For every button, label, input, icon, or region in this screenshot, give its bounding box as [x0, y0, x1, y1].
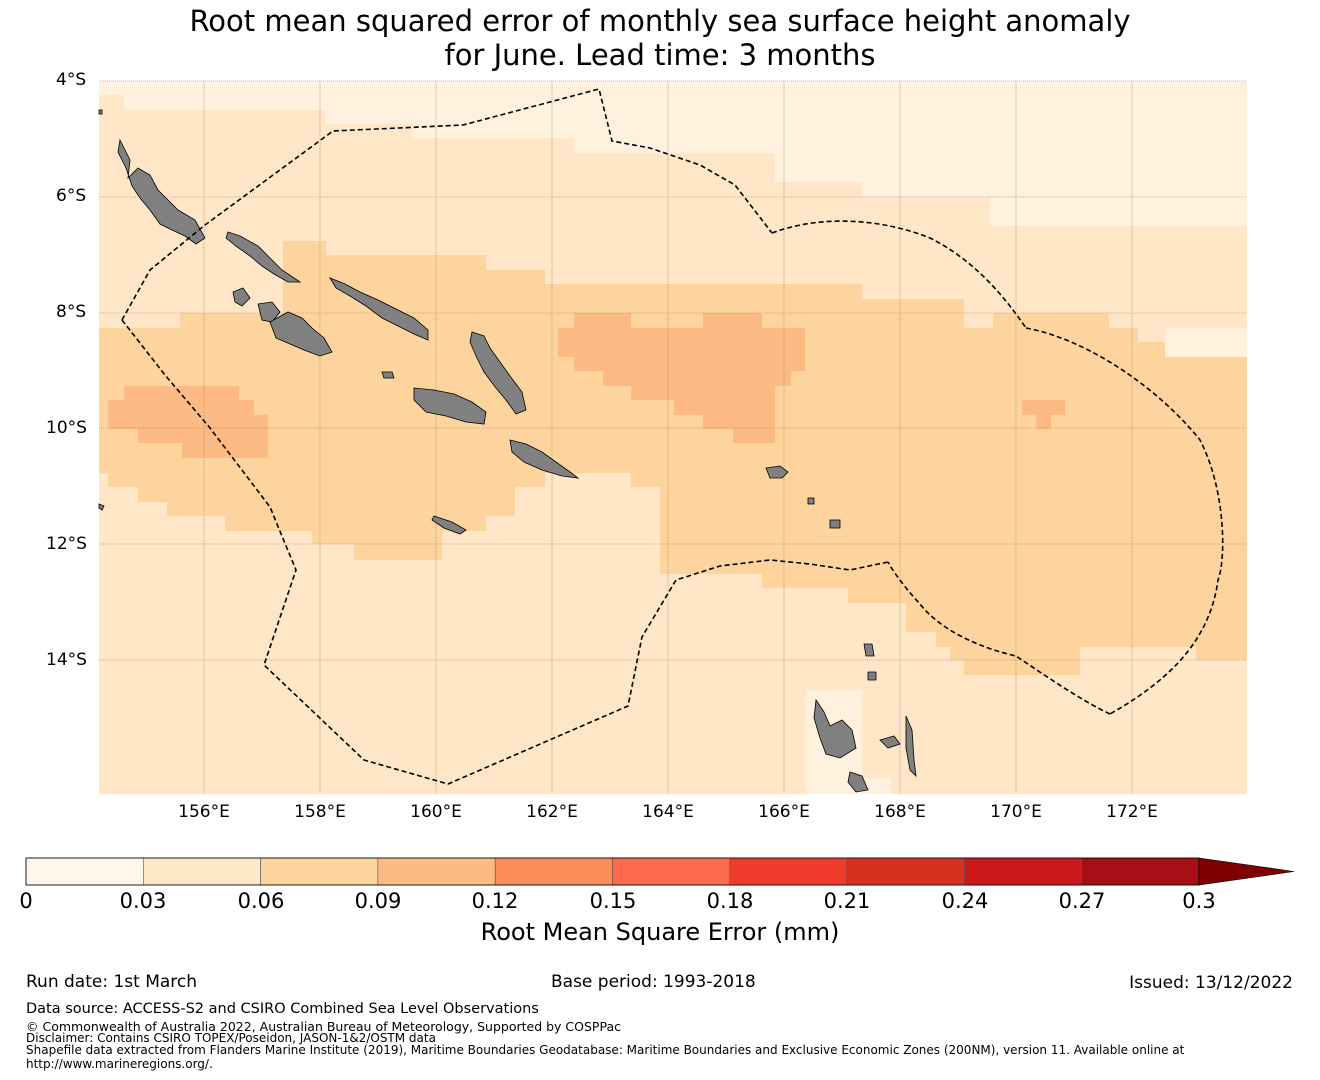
lat-label: 10°S	[46, 418, 87, 438]
island-makira	[509, 439, 580, 479]
field-zone-high-west	[108, 386, 268, 458]
lat-label: 14°S	[46, 650, 87, 670]
source-url[interactable]: http://www.marineregions.org/.	[26, 1057, 213, 1071]
colorbar-segment	[612, 857, 731, 886]
lon-label: 168°E	[874, 802, 926, 822]
colorbar-tick: 0.18	[706, 889, 754, 913]
island-small-1	[98, 109, 103, 115]
colorbar-tick: 0.06	[237, 889, 285, 913]
island-new-georgia-group	[269, 311, 333, 357]
lat-label: 4°S	[56, 70, 87, 90]
field-zone-lowest-east	[1165, 328, 1247, 357]
colorbar-tick: 0.24	[941, 889, 989, 913]
island-choiseul	[225, 231, 302, 283]
field-zone-mid	[99, 241, 1247, 675]
island-maewo	[905, 715, 917, 778]
lon-label: 170°E	[990, 802, 1042, 822]
colorbar-tick: 0.12	[471, 889, 519, 913]
island-vella-lavella	[232, 287, 251, 307]
colorbar-label: Root Mean Square Error (mm)	[480, 918, 840, 946]
eez-boundaries	[121, 88, 1224, 785]
colorbar-tick: 0	[19, 889, 33, 913]
title-line-2: for June. Lead time: 3 months	[444, 38, 876, 72]
island-santa-isabel	[329, 277, 429, 341]
field-zone-high-east	[1022, 400, 1065, 429]
colorbar-tick: 0.15	[589, 889, 637, 913]
island-malaita	[469, 331, 527, 415]
island-small-3	[381, 371, 395, 379]
colorbar-tick: 0.27	[1058, 889, 1106, 913]
island-malakula	[879, 735, 901, 749]
lon-label: 160°E	[410, 802, 462, 822]
data-source: Data source: ACCESS-S2 and CSIRO Combine…	[26, 1001, 539, 1017]
colorbar-extension-arrow	[1198, 857, 1295, 886]
island-efate-north	[847, 771, 869, 793]
lon-label: 162°E	[526, 802, 578, 822]
disclaimer: Disclaimer: Contains CSIRO TOPEX/Poseido…	[26, 1031, 436, 1045]
copyright: © Commonwealth of Australia 2022, Austra…	[26, 1019, 621, 1034]
colorbar-tick: 0.21	[823, 889, 871, 913]
island-banks	[867, 671, 877, 681]
vanuatu-eez-south	[887, 561, 1111, 715]
colorbar-segment	[377, 857, 496, 886]
run-date: Run date: 1st March	[26, 972, 198, 992]
colorbar-segment	[25, 857, 144, 886]
lon-label: 156°E	[178, 802, 230, 822]
lon-label: 158°E	[294, 802, 346, 822]
solomon-islands-eez	[121, 88, 773, 321]
chart-title: Root mean squared error of monthly sea s…	[0, 4, 1320, 72]
land-masses	[98, 109, 917, 793]
lon-label: 172°E	[1106, 802, 1158, 822]
field-zone-lowest	[99, 81, 1247, 226]
island-santa-cruz	[765, 465, 789, 479]
colorbar-segment	[1081, 857, 1200, 886]
lat-label: 12°S	[46, 534, 87, 554]
rmse-field	[99, 81, 1247, 794]
colorbar-segment	[260, 857, 379, 886]
graticule	[99, 80, 1247, 794]
colorbar-tick: 0.09	[354, 889, 402, 913]
solomon-islands-eez-south	[121, 319, 889, 785]
lon-label: 164°E	[642, 802, 694, 822]
island-espiritu-santo	[813, 698, 857, 759]
island-new-georgia	[257, 301, 281, 323]
base-period: Base period: 1993-2018	[551, 972, 756, 992]
colorbar-tick: 0.3	[1182, 889, 1216, 913]
island-torres	[863, 643, 875, 657]
vanuatu-eez-north	[771, 220, 1027, 329]
island-small-2	[98, 503, 105, 511]
shapefile-credit: Shapefile data extracted from Flanders M…	[26, 1043, 1185, 1057]
title-line-1: Root mean squared error of monthly sea s…	[189, 4, 1131, 38]
issued-date: Issued: 13/12/2022	[1129, 973, 1293, 993]
island-bougainville	[117, 138, 206, 245]
lon-label: 166°E	[758, 802, 810, 822]
lat-label: 8°S	[56, 302, 87, 322]
colorbar-segment	[729, 857, 848, 886]
colorbar-segment	[846, 857, 965, 886]
field-zone-high-central	[558, 313, 805, 443]
vanuatu-eez-east	[1025, 327, 1224, 715]
island-small-4	[829, 519, 841, 529]
island-guadalcanal	[413, 387, 487, 425]
colorbar-segment	[494, 857, 613, 886]
colorbar-segment	[143, 857, 261, 886]
island-small-5	[807, 497, 815, 505]
island-rennell	[431, 515, 467, 535]
colorbar	[25, 857, 1295, 886]
colorbar-segment	[964, 857, 1083, 886]
colorbar-tick: 0.03	[119, 889, 167, 913]
colorbar-outline	[25, 857, 1200, 886]
lat-label: 6°S	[56, 186, 87, 206]
